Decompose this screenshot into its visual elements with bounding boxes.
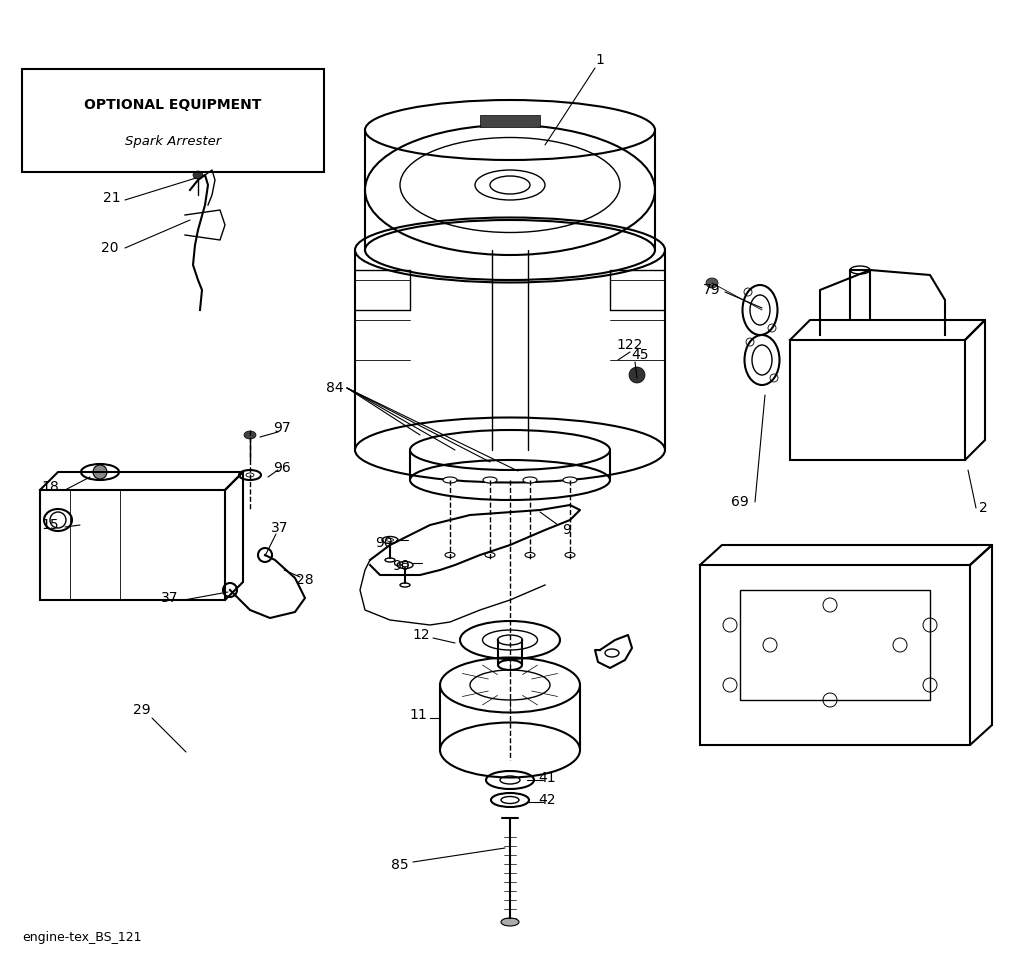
Text: 37: 37 <box>161 591 179 605</box>
Bar <box>22 69 324 172</box>
Ellipse shape <box>445 553 455 557</box>
Ellipse shape <box>485 553 495 557</box>
Text: 2: 2 <box>979 501 987 515</box>
Text: 29: 29 <box>133 703 151 717</box>
Text: 85: 85 <box>391 858 409 872</box>
Bar <box>700 565 970 745</box>
Text: 90: 90 <box>392 559 410 573</box>
Text: 18: 18 <box>41 480 58 494</box>
Bar <box>40 490 225 600</box>
Ellipse shape <box>563 477 577 483</box>
Text: 96: 96 <box>273 461 291 475</box>
Text: 84: 84 <box>327 381 344 395</box>
Bar <box>740 590 930 700</box>
Circle shape <box>629 367 645 383</box>
Ellipse shape <box>523 477 537 483</box>
Text: 37: 37 <box>271 521 289 535</box>
Text: 1: 1 <box>596 53 604 67</box>
Text: 20: 20 <box>101 241 119 255</box>
Ellipse shape <box>501 918 519 926</box>
Text: 21: 21 <box>103 191 121 205</box>
Ellipse shape <box>443 477 457 483</box>
Ellipse shape <box>483 477 497 483</box>
Text: 97: 97 <box>273 421 291 435</box>
Text: 79: 79 <box>703 283 721 297</box>
Text: 12: 12 <box>413 628 430 642</box>
Text: 42: 42 <box>539 793 556 807</box>
Text: 9: 9 <box>562 523 571 537</box>
Circle shape <box>93 465 106 479</box>
Ellipse shape <box>565 553 575 557</box>
Ellipse shape <box>193 171 203 179</box>
Text: 11: 11 <box>410 708 427 722</box>
Text: 122: 122 <box>616 338 643 352</box>
Ellipse shape <box>244 431 256 439</box>
Text: Spark Arrester: Spark Arrester <box>125 135 221 148</box>
Text: OPTIONAL EQUIPMENT: OPTIONAL EQUIPMENT <box>84 98 262 112</box>
Ellipse shape <box>525 553 535 557</box>
Bar <box>790 340 965 460</box>
Text: 69: 69 <box>731 495 749 509</box>
Text: 90: 90 <box>376 536 393 550</box>
Text: engine-tex_BS_121: engine-tex_BS_121 <box>22 931 141 945</box>
Bar <box>480 115 540 127</box>
Text: 45: 45 <box>631 348 649 362</box>
Ellipse shape <box>706 278 718 288</box>
Text: 28: 28 <box>296 573 313 587</box>
Text: 15: 15 <box>41 518 58 532</box>
Text: 41: 41 <box>539 771 556 785</box>
